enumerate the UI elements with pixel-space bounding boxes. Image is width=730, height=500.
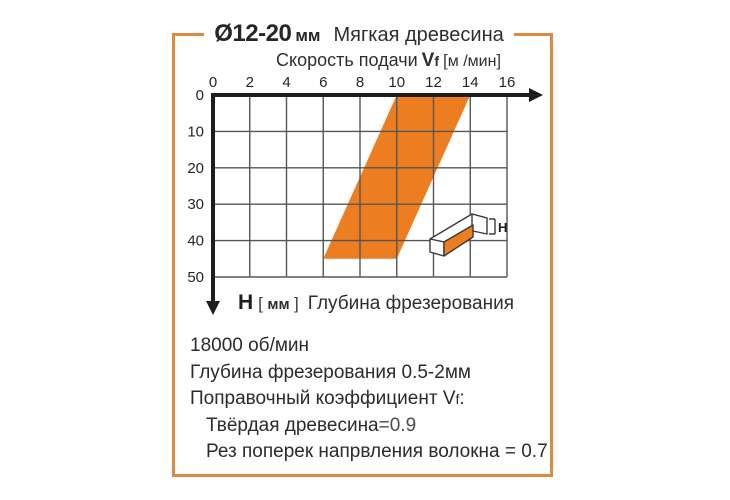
x-axis-unit: [м /мин]: [443, 51, 502, 70]
y-axis-label: Глубина фрезерования: [307, 293, 514, 314]
x-tick-label: 2: [246, 74, 254, 91]
workpiece-depth-icon: H: [427, 204, 507, 260]
y-tick-label: 0: [196, 87, 204, 104]
page-title: Ø12-20 мм Мягкая древесина: [204, 20, 514, 50]
x-tick-label: 16: [499, 74, 516, 91]
y-axis-unit: [ мм ]: [258, 294, 299, 313]
note-cross-grain-factor: Рез поперек напрвления волокна = 0.7: [206, 441, 548, 462]
x-axis-symbol: Vf: [421, 50, 440, 71]
milled-cut-face: [443, 224, 474, 257]
feed-speed-chart: 0 2 4 6 8 10 12 14 16 0 10 20 30 40 50: [180, 70, 580, 320]
depth-label: H: [498, 220, 507, 235]
depth-bracket: [489, 218, 496, 235]
y-axis-symbol: H: [238, 291, 254, 314]
x-tick-label: 14: [462, 74, 479, 91]
y-tick-label: 50: [187, 269, 204, 286]
y-tick-label: 40: [187, 233, 204, 250]
x-axis-arrow-icon: [529, 88, 543, 102]
title-diameter-unit: мм: [295, 26, 321, 45]
note-hardwood-factor: Твёрдая древесина=0.9: [206, 414, 417, 436]
x-tick-label: 0: [209, 74, 217, 91]
workpiece-right-end: [471, 213, 488, 235]
y-axis-arrow-icon: [206, 301, 220, 315]
chart-plot-area: 0 2 4 6 8 10 12 14 16 0 10 20 30 40 50: [187, 74, 543, 315]
y-axis-title: H [ мм ] Глубина фрезерования: [238, 291, 514, 315]
x-tick-label: 8: [356, 74, 364, 91]
y-tick-label: 20: [187, 160, 204, 177]
title-diameter: Ø12-20: [214, 20, 292, 47]
x-tick-label: 10: [388, 74, 405, 91]
workpiece-left-end: [429, 238, 445, 257]
x-axis-label: Скорость подачи: [276, 50, 418, 70]
x-axis-title: Скорость подачи Vf [м /мин]: [276, 50, 501, 72]
title-material: Мягкая древесина: [333, 24, 504, 46]
y-tick-label: 10: [187, 123, 204, 140]
x-tick-label: 6: [319, 74, 327, 91]
x-tick-label: 12: [425, 74, 442, 91]
note-rpm: 18000 об/мин: [190, 335, 310, 356]
y-tick-label: 30: [187, 196, 204, 213]
note-depth-range: Глубина фрезерования 0.5-2мм: [190, 361, 471, 383]
notes-block: 18000 об/мин Глубина фрезерования 0.5-2м…: [190, 333, 548, 466]
x-tick-label: 4: [282, 74, 290, 91]
note-correction-coefficient: Поправочный коэффициент Vf:: [190, 388, 465, 409]
